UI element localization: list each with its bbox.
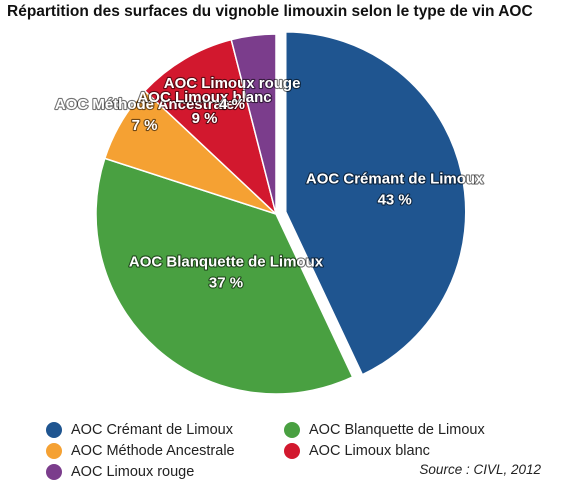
legend-label: AOC Méthode Ancestrale xyxy=(71,442,235,459)
legend-swatch xyxy=(284,421,300,438)
pie-chart: AOC Crémant de Limoux 43 % AOC Blanquette … xyxy=(54,31,485,395)
legend-item-aoc-methode-ancestrale: AOC Méthode Ancestrale xyxy=(46,441,284,460)
legend-label: AOC Crémant de Limoux xyxy=(71,421,233,438)
slice-label-aoc-cremant-de-limoux: AOC Crémant de Limoux 43 % xyxy=(306,170,484,208)
legend-label: AOC Limoux rouge xyxy=(71,463,195,480)
legend-item-aoc-cremant-de-limoux: AOC Crémant de Limoux xyxy=(46,420,284,439)
chart-legend: AOC Crémant de Limoux AOC Blanquette de L… xyxy=(46,420,524,481)
legend-swatch xyxy=(46,442,62,459)
slice-label-aoc-blanquette-de-limoux: AOC Blanquette de Limoux 37 % xyxy=(129,254,324,292)
legend-item-aoc-limoux-rouge: AOC Limoux rouge xyxy=(46,462,284,481)
slice-label-aoc-limoux-rouge: AOC Limoux rouge 4 % xyxy=(164,75,301,113)
legend-label: AOC Blanquette de Limoux xyxy=(309,421,485,438)
slice-aoc-limoux-blanc xyxy=(143,38,278,217)
slice-aoc-blanquette-de-limoux xyxy=(95,157,354,395)
legend-label: AOC Limoux blanc xyxy=(309,442,430,459)
chart-title: Répartition des surfaces du vignoble lim… xyxy=(7,3,533,20)
legend-item-aoc-blanquette-de-limoux: AOC Blanquette de Limoux xyxy=(284,420,524,439)
legend-swatch xyxy=(284,442,300,459)
legend-swatch xyxy=(46,421,62,438)
pie-labels: AOC Crémant de Limoux 43 % AOC Blanquette … xyxy=(54,74,485,293)
pie-slices xyxy=(95,31,467,395)
slice-aoc-cremant-de-limoux xyxy=(285,31,467,376)
slice-label-aoc-methode-ancestrale: AOC Méthode Ancestrale 7 % xyxy=(55,96,234,134)
legend-swatch xyxy=(46,463,62,480)
slice-label-aoc-limoux-blanc: AOC Limoux blanc 9 % xyxy=(137,89,271,127)
slice-aoc-limoux-rouge xyxy=(230,33,277,215)
source-note: Source : CIVL, 2012 xyxy=(419,462,541,477)
legend-item-aoc-limoux-blanc: AOC Limoux blanc xyxy=(284,441,524,460)
